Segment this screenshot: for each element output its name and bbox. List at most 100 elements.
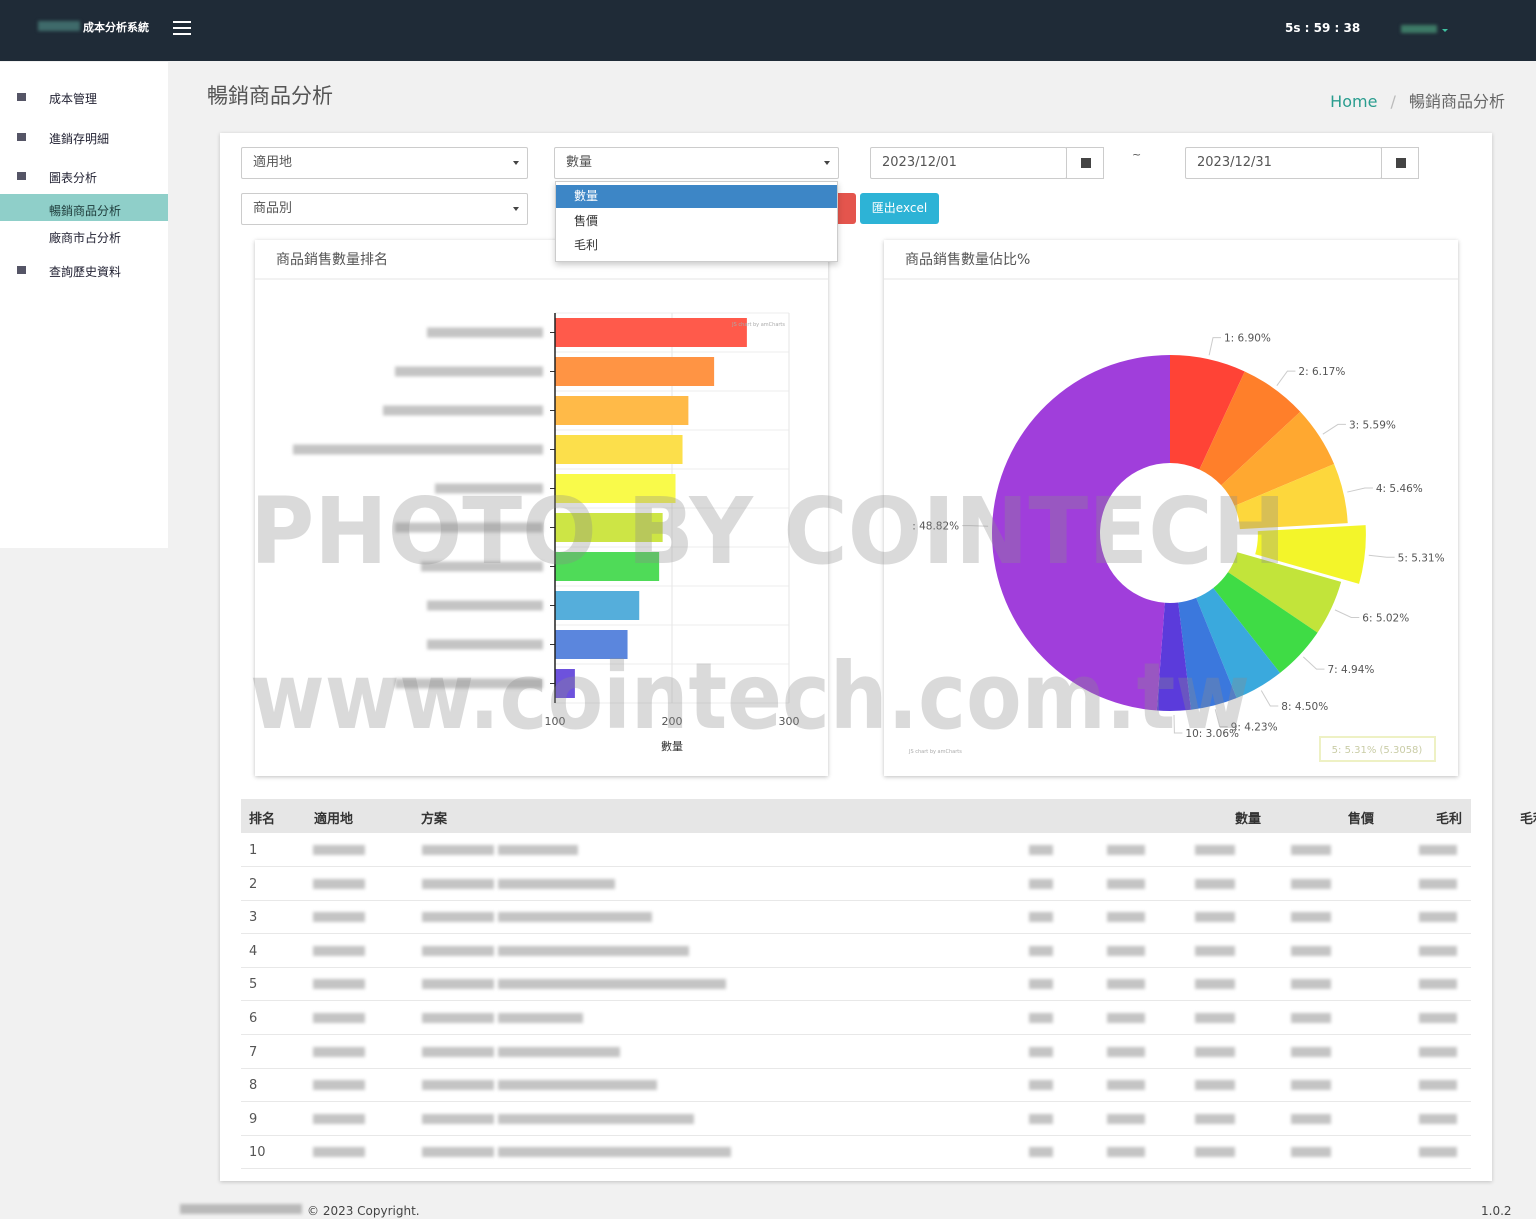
calendar-icon	[1081, 158, 1091, 168]
breadcrumb: Home / 暢銷商品分析	[1330, 88, 1505, 112]
menu-item[interactable]: 查詢歷史資料	[49, 265, 122, 279]
blurred-cell	[422, 878, 494, 889]
export-button[interactable]: 匯出excel	[860, 193, 939, 224]
menu-item[interactable]: 成本管理	[49, 92, 98, 106]
category-select[interactable]: 商品別	[241, 193, 528, 225]
date-to-input[interactable]: 2023/12/31	[1185, 147, 1382, 179]
slice-label: 1: 6.90%	[1224, 333, 1271, 345]
menu-icon	[17, 172, 26, 180]
chart-credit: JS chart by amCharts	[908, 749, 962, 755]
slice-label: : 48.82%	[912, 521, 959, 533]
blurred-label	[435, 483, 543, 494]
bar	[555, 396, 689, 425]
location-select[interactable]: 適用地	[241, 147, 528, 179]
tooltip-box	[1319, 736, 1436, 762]
menu-toggle[interactable]	[173, 21, 191, 35]
label-leader	[1302, 656, 1325, 670]
category-select-text: 商品別	[253, 201, 293, 216]
label-leader	[1173, 714, 1183, 734]
blurred-cell	[498, 912, 652, 923]
blurred-cell	[1291, 1013, 1331, 1023]
blurred-cell	[1419, 1013, 1457, 1023]
blurred-cell	[1195, 878, 1235, 889]
row-line	[241, 866, 1471, 867]
submenu-item[interactable]: 暢銷商品分析	[49, 204, 122, 218]
bar	[555, 318, 747, 347]
row-line	[241, 1034, 1471, 1035]
row-line	[241, 1101, 1471, 1103]
blurred-cell	[1291, 912, 1331, 923]
pie-slice	[1228, 552, 1342, 633]
blurred-cell	[1029, 945, 1053, 956]
blurred-label	[427, 327, 543, 338]
location-select-text: 適用地	[253, 155, 293, 170]
bar-panel: 商品銷售數量排名 100 200 300 數量 JS chart by amCharts	[255, 240, 828, 776]
blurred-cell	[422, 1080, 494, 1091]
pie-slice	[1221, 411, 1335, 506]
blurred-cell	[422, 1013, 494, 1023]
slice-label: 3: 5.59%	[1349, 419, 1396, 431]
blurred-cell	[313, 979, 365, 990]
blurred-cell	[1029, 979, 1053, 990]
date-from-calendar[interactable]	[1066, 147, 1104, 179]
blurred-cell	[1107, 878, 1145, 889]
bar	[555, 357, 715, 386]
slice-label: 7: 4.94%	[1327, 664, 1374, 676]
blurred-cell	[422, 945, 494, 956]
blurred-label	[421, 561, 543, 572]
rank-cell: 3	[249, 910, 258, 926]
blurred-cell	[1107, 1147, 1145, 1158]
column-header: 數量	[1234, 812, 1261, 827]
user-menu[interactable]	[1401, 25, 1437, 33]
dropdown-option[interactable]: 毛利	[574, 238, 599, 252]
row-line	[241, 1067, 1471, 1069]
blurred-cell	[1029, 1147, 1053, 1158]
blurred-cell	[1195, 1046, 1235, 1057]
dropdown-option[interactable]: 數量	[556, 185, 837, 208]
blurred-cell	[1419, 878, 1457, 889]
breadcrumb-home[interactable]: Home	[1330, 92, 1378, 111]
blurred-cell	[1107, 845, 1145, 855]
measure-select[interactable]: 數量	[554, 147, 839, 179]
blurred-cell	[1419, 945, 1457, 956]
row-line	[241, 1168, 1471, 1170]
menu-item[interactable]: 進銷存明細	[49, 131, 110, 146]
pie-slice	[992, 355, 1170, 711]
blurred-cell	[1419, 1147, 1457, 1158]
blurred-cell	[1029, 1013, 1053, 1023]
blurred-cell	[1419, 1113, 1457, 1124]
blurred-cell	[422, 979, 494, 990]
pie-panel: 商品銷售數量佔比% 1: 6.90% 2: 6.17% 3: 5.59% 4: 5.46…	[884, 240, 1458, 776]
blurred-cell	[422, 912, 494, 923]
menu-item[interactable]: 圖表分析	[49, 171, 98, 185]
bar	[555, 435, 683, 464]
x-tick-label: 200	[662, 715, 683, 728]
blurred-cell	[1291, 1113, 1331, 1124]
pie-slice	[1196, 588, 1281, 699]
blurred-cell	[1107, 912, 1145, 923]
blurred-cell	[1107, 945, 1145, 956]
dropdown-option[interactable]: 售價	[574, 213, 599, 228]
date-to-calendar[interactable]	[1381, 147, 1419, 179]
submenu-item[interactable]: 廠商市占分析	[49, 231, 122, 245]
row-line	[241, 966, 1471, 968]
slice-label: 6: 5.02%	[1362, 612, 1409, 624]
blurred-label	[395, 366, 543, 377]
blurred-cell	[1107, 1046, 1145, 1057]
blurred-cell	[313, 912, 365, 923]
blurred-cell	[498, 878, 615, 889]
column-header: 適用地	[314, 812, 354, 827]
caret	[513, 207, 519, 211]
date-from-input[interactable]: 2023/12/01	[870, 147, 1067, 179]
label-leader	[1276, 370, 1296, 386]
breadcrumb-current: 暢銷商品分析	[1408, 92, 1505, 111]
blurred-label	[427, 639, 543, 650]
blurred-cell	[313, 945, 365, 956]
blurred-label	[293, 444, 543, 455]
blurred-cell	[1291, 1080, 1331, 1091]
footer-company	[180, 1204, 302, 1214]
blurred-cell	[1291, 979, 1331, 990]
blurred-cell	[498, 1046, 620, 1057]
label-leader	[1368, 554, 1395, 558]
blurred-label	[395, 522, 543, 533]
